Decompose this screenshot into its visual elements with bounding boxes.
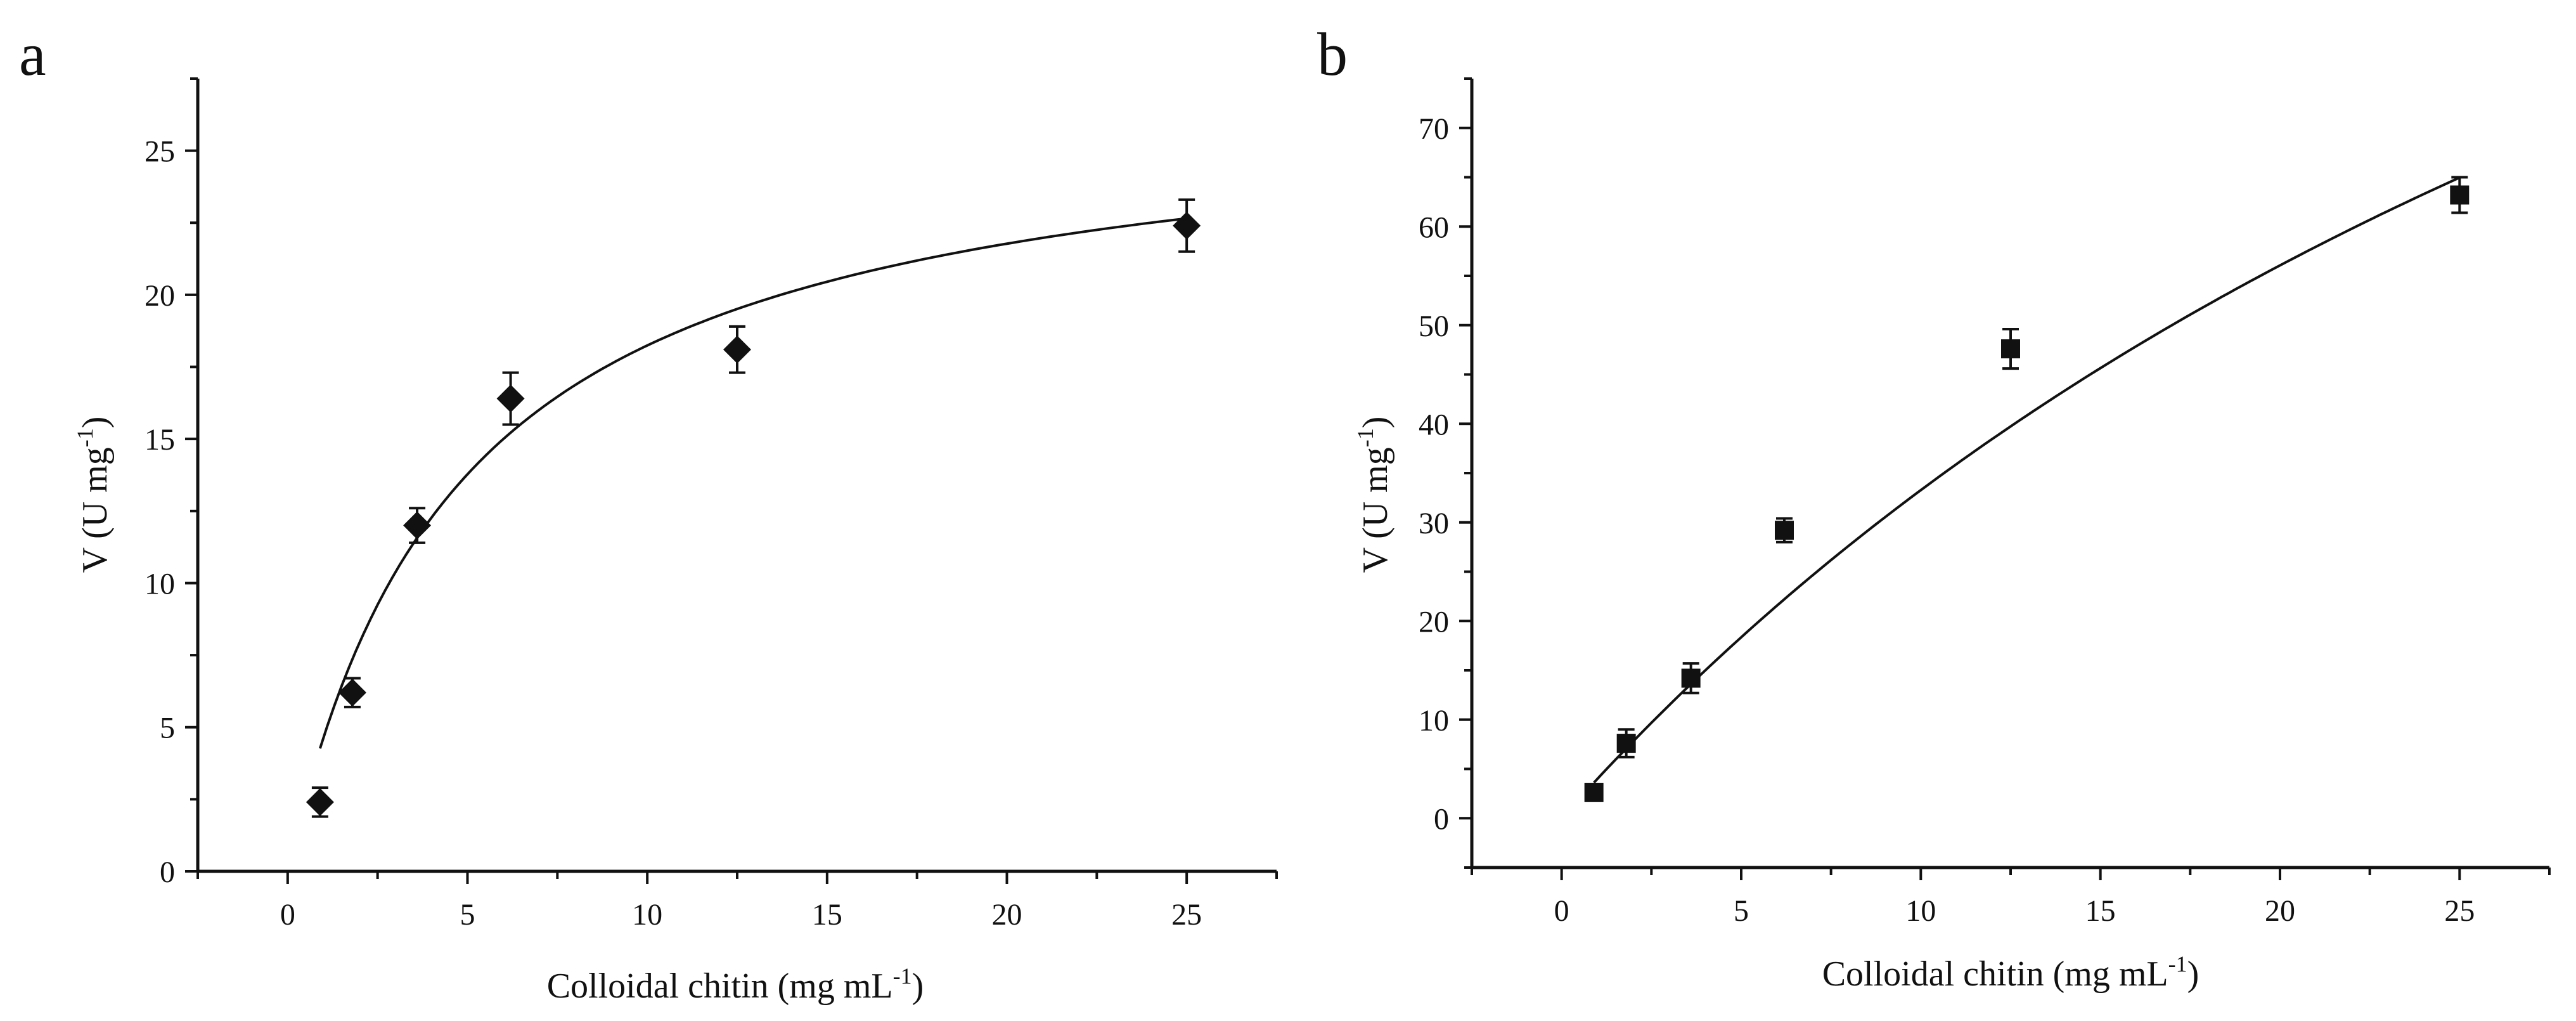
data-point-square	[2001, 339, 2020, 359]
x-axis-label: Colloidal chitin (mg mL-1)	[1822, 951, 2199, 994]
y-tick-label: 15	[145, 423, 175, 457]
y-tick-label: 60	[1419, 211, 1449, 244]
x-tick-label: 20	[2265, 894, 2295, 928]
y-tick-label: 30	[1419, 507, 1449, 540]
y-tick-label: 20	[1419, 605, 1449, 639]
chart-panel-a: a 0 5 10 15 20 25 0 5 10 15 20 25 Colloidal chitin …	[19, 20, 1278, 1006]
y-tick-label: 10	[1419, 704, 1449, 738]
x-tick-label: 5	[460, 898, 475, 932]
y-tick-label: 50	[1419, 309, 1449, 343]
data-point-diamond	[1173, 211, 1201, 240]
points-layer	[306, 198, 1201, 818]
x-tick-label: 0	[1554, 894, 1569, 928]
data-point-square	[1775, 521, 1794, 540]
chart-panel-b: b 0 5 10 15 20 25 0 10 20 30 40 50 60 70 Colloidal ch…	[1317, 20, 2551, 994]
y-tick-label: 0	[1434, 802, 1449, 836]
x-tick-label: 15	[812, 898, 842, 932]
data-point-diamond	[496, 384, 525, 413]
y-tick-label: 0	[160, 855, 175, 889]
data-point-square	[2450, 185, 2470, 205]
axes: 0 5 10 15 20 25 0 10 20 30 40 50 60 70	[1419, 77, 2551, 928]
axes: 0 5 10 15 20 25 0 5 10 15 20 25	[145, 77, 1278, 932]
y-axis-label: V (U mg-1)	[72, 417, 115, 573]
y-tick-label: 5	[160, 712, 175, 745]
x-tick-label: 10	[1905, 894, 1936, 928]
x-tick-label: 15	[2085, 894, 2116, 928]
data-point-diamond	[403, 511, 432, 540]
y-tick-label: 25	[145, 135, 175, 169]
data-point-diamond	[306, 788, 334, 816]
data-point-square	[1616, 734, 1636, 753]
x-tick-label: 25	[2444, 894, 2475, 928]
x-tick-label: 5	[1734, 894, 1749, 928]
x-axis-label: Colloidal chitin (mg mL-1)	[547, 963, 924, 1006]
fit-layer	[318, 217, 1187, 749]
x-tick-label: 0	[280, 898, 295, 932]
y-tick-label: 10	[145, 567, 175, 601]
x-tick-label: 25	[1171, 898, 1202, 932]
x-tick-label: 20	[992, 898, 1022, 932]
panel-label: b	[1317, 20, 1348, 88]
points-layer	[1584, 176, 2470, 802]
x-tick-label: 10	[632, 898, 662, 932]
fit-layer	[1593, 176, 2461, 784]
y-tick-label: 20	[145, 279, 175, 313]
y-tick-label: 70	[1419, 112, 1449, 146]
data-point-square	[1584, 783, 1604, 802]
data-point-diamond	[338, 679, 366, 707]
panel-label: a	[19, 20, 46, 88]
y-axis-label: V (U mg-1)	[1353, 417, 1395, 573]
fit-curve	[318, 217, 1187, 749]
data-point-square	[1681, 668, 1701, 688]
data-point-diamond	[723, 335, 751, 364]
y-tick-label: 40	[1419, 408, 1449, 441]
fit-curve	[1593, 176, 2461, 784]
